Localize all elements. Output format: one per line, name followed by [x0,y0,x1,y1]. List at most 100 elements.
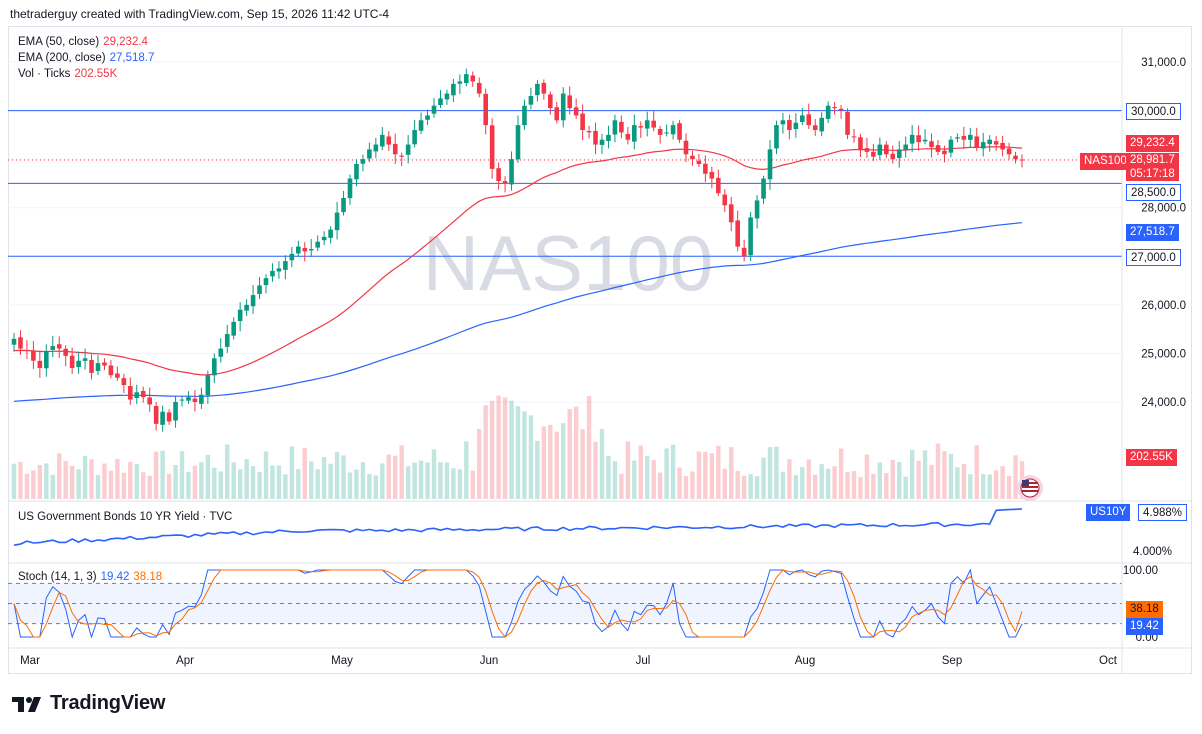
legend-vol[interactable]: Vol · Ticks 202.55K [18,66,117,82]
candle-body [670,125,676,135]
stoch-k-line [13,568,1023,639]
candle-body [625,134,631,140]
volume-bar [703,451,708,499]
candle-body [922,139,928,142]
candle-body [812,125,818,130]
candle-body [425,115,430,120]
candle-body [69,355,75,368]
candle-body [890,153,896,160]
volume-bar [44,463,49,499]
candle-body [754,200,760,219]
legend-ema50-name: EMA (50, close) [18,36,100,48]
candle-body [470,75,476,82]
volume-bar [496,395,501,499]
candle-body [774,125,779,149]
legend-ema200-name: EMA (200, close) [18,52,106,64]
candle-body [244,304,249,311]
candle-body [515,125,521,160]
candle-body [147,397,152,405]
candle-body [11,338,17,345]
time-axis: Mar Apr May Jun Jul Aug Sep Oct [20,655,1118,667]
candle-body [703,163,708,174]
candle-body [128,386,133,400]
legend-yield[interactable]: US Government Bonds 10 YR Yield · TVC [18,509,232,525]
candle-body [218,348,224,357]
candle-body [173,402,178,421]
volume-bar [108,470,114,499]
hline-label-28500: 28,500.0 [1126,184,1181,201]
yield-line [13,508,1023,546]
candle-body [237,309,243,321]
volume-bar [993,470,999,499]
volume-bar [845,472,850,499]
legend-stoch[interactable]: Stoch (14, 1, 3) 19.42 38.18 [18,569,162,585]
candle-body [44,351,49,369]
volume-bar [897,462,902,499]
candle-body [315,241,320,248]
volume-bar [909,449,915,499]
volume-bar [651,460,656,499]
stoch-tick: 100.00 [1123,565,1158,577]
candle-body [800,115,805,122]
candle-body [380,134,385,147]
volume-bar [884,473,889,499]
flag-icon[interactable] [1017,475,1043,501]
volume-bar [735,470,740,499]
volume-bar [955,467,960,499]
candle-body [748,217,753,256]
stoch-d-label: 38.18 [1126,601,1163,618]
candle-body [276,268,282,272]
candle-body [948,139,954,153]
candle-body [606,134,611,141]
footer-logo[interactable]: TradingView [10,692,165,715]
candle-body [56,344,62,349]
legend-stoch-k: 19.42 [100,571,130,583]
candle-body [690,155,695,160]
candle-body [308,249,314,251]
candle-body [82,358,88,361]
chart-credit: thetraderguy created with TradingView.co… [10,7,390,21]
candle-body [399,155,404,157]
candle-body [115,373,120,378]
volume-bar [470,470,475,499]
legend-ema50[interactable]: EMA (50, close) 29,232.4 [18,34,148,50]
candle-body [728,204,734,223]
candle-body [696,160,702,164]
volume-bar [838,448,844,499]
volume-bar [18,461,23,499]
volume-bar [858,476,863,499]
candle-body [787,120,792,130]
volume-bar [24,473,30,499]
time-tick: Jul [636,655,651,667]
yield-symbol-label: US10Y [1086,504,1131,521]
ema200-price-label: 27,518.7 [1126,224,1179,241]
candle-body [560,93,566,121]
candle-body [1013,155,1018,160]
candle-body [224,334,230,347]
volume-bar [166,473,172,499]
yield-tick: 4.000% [1133,546,1172,558]
candle-body [405,144,411,155]
legend-ema200[interactable]: EMA (200, close) 27,518.7 [18,50,154,66]
volume-bar [218,471,223,499]
ema50-line [13,146,1023,376]
candle-body [1019,159,1025,161]
candle-body [993,141,999,145]
candle-body [761,178,766,199]
volume-bar [31,470,36,499]
candle-body [328,229,333,238]
price-tick: 26,000.0 [1141,300,1186,312]
candle-body [974,136,980,147]
candles [11,68,1025,432]
tradingview-brand: TradingView [50,692,166,714]
time-tick: Jun [480,655,499,667]
stoch-tick: 0.00 [1136,632,1158,644]
candle-body [431,105,437,114]
candle-body [444,93,450,100]
volume-bar [832,466,837,499]
volume-bar [709,453,715,499]
volume-bar [586,396,592,499]
candle-body [657,128,663,135]
volume-bar [37,465,43,499]
